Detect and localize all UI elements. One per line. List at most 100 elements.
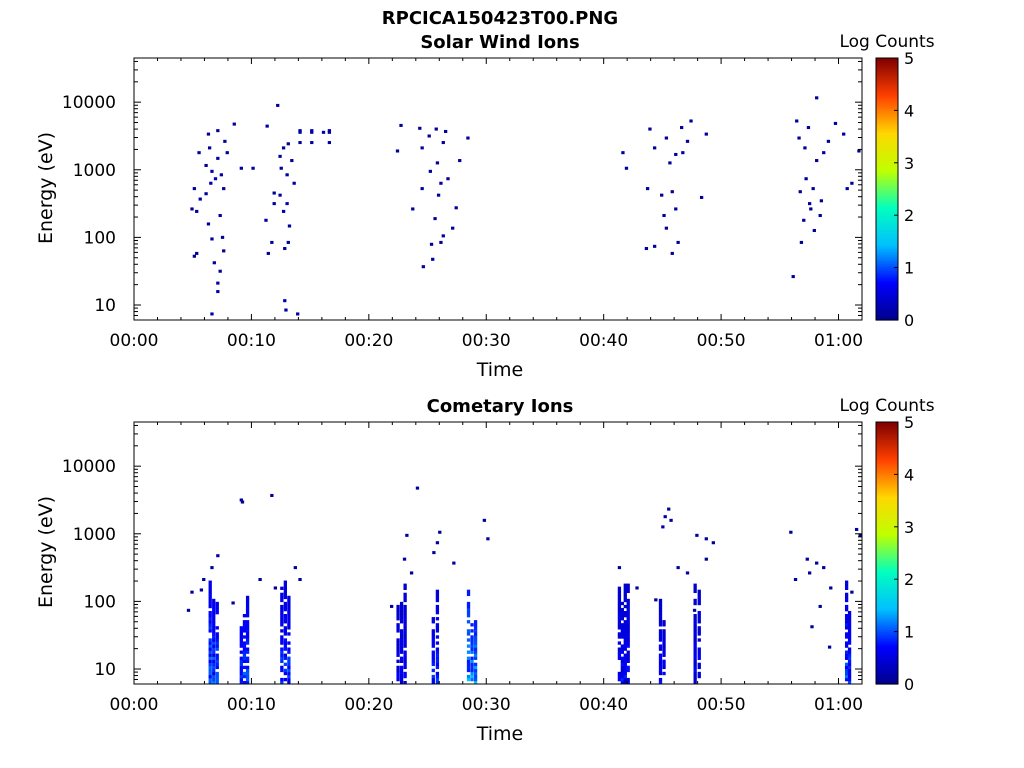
colorbar-segment: [876, 66, 898, 70]
heatmap-cell: [844, 650, 849, 654]
heatmap-cell: [431, 674, 435, 679]
heatmap-cell: [466, 607, 471, 612]
heatmap-cell: [283, 626, 287, 630]
heatmap-cell: [626, 665, 630, 670]
heatmap-cell: [443, 129, 448, 133]
heatmap-cell: [208, 647, 212, 651]
heatmap-cell: [435, 604, 440, 609]
heatmap-cell: [403, 604, 407, 609]
heatmap-cell: [620, 614, 624, 618]
heatmap-cell: [212, 656, 216, 660]
heatmap-cell: [658, 671, 663, 676]
heatmap-cell: [809, 207, 813, 211]
heatmap-cell: [704, 132, 708, 136]
heatmap-cell: [470, 629, 474, 633]
colorbar-segment: [876, 217, 898, 221]
colorbar-segment: [876, 424, 898, 427]
heatmap-cell: [847, 656, 852, 660]
heatmap-cell: [399, 650, 404, 654]
heatmap-cell: [208, 650, 212, 654]
heatmap-cell: [270, 493, 274, 497]
heatmap-cell: [626, 656, 630, 660]
heatmap-cell: [826, 139, 831, 143]
heatmap-cell: [396, 629, 400, 633]
heatmap-cell: [215, 656, 219, 660]
heatmap-cell: [287, 671, 291, 676]
heatmap-cell: [844, 623, 849, 627]
heatmap-cell: [818, 604, 822, 608]
heatmap-cell: [466, 677, 471, 682]
heatmap-cell: [431, 635, 435, 639]
colorbar-segment: [876, 171, 898, 175]
heatmap-cell: [473, 677, 478, 682]
colorbar-segment: [876, 261, 898, 264]
colorbar-segment: [876, 651, 898, 655]
colorbar-segment: [876, 631, 898, 635]
heatmap-cell: [403, 641, 407, 645]
colorbar-segment: [876, 439, 898, 443]
colorbar-segment: [876, 202, 898, 205]
colorbar-segment: [876, 496, 898, 500]
colorbar-segment: [876, 184, 898, 188]
heatmap-cell: [245, 650, 250, 654]
heatmap-cell: [204, 163, 208, 167]
heatmap-cell: [280, 653, 284, 657]
heatmap-cell: [212, 653, 216, 657]
heatmap-cell: [693, 586, 697, 590]
heatmap-cell: [697, 656, 701, 660]
heatmap-cell: [208, 589, 212, 594]
heatmap-cell: [403, 620, 407, 624]
heatmap-cell: [473, 671, 478, 676]
y-ticks-solar-wind: 10 100 1000 10000: [62, 60, 862, 321]
heatmap-cell: [219, 173, 224, 177]
heatmap-cell: [405, 533, 409, 537]
heatmap-cell: [245, 629, 250, 633]
heatmap-cell: [280, 592, 284, 597]
heatmap-cell: [662, 650, 666, 654]
heatmap-cell: [287, 674, 291, 679]
colorbar-segment: [876, 304, 898, 308]
heatmap-cell: [435, 665, 440, 670]
heatmap-cell: [283, 620, 287, 624]
colorbar-segment: [876, 154, 898, 157]
heatmap-cell: [208, 653, 212, 657]
panel-title-solar-wind: Solar Wind Ions: [420, 32, 579, 53]
heatmap-cell: [470, 656, 474, 660]
heatmap-cell: [399, 632, 404, 636]
heatmap-cell: [620, 607, 624, 612]
heatmap-cell: [658, 614, 663, 618]
heatmap-cell: [620, 629, 624, 633]
heatmap-cell: [287, 607, 291, 612]
heatmap-cell: [711, 541, 715, 545]
heatmap-cell: [435, 617, 440, 621]
heatmap-cell: [242, 620, 247, 624]
heatmap-cell: [847, 614, 852, 618]
colorbar-segment: [876, 535, 898, 539]
heatmap-cell: [795, 119, 799, 123]
heatmap-cell: [286, 240, 290, 244]
heatmap-cell: [435, 680, 440, 684]
colorbar-segment: [876, 138, 898, 142]
heatmap-cell: [215, 644, 219, 648]
heatmap-cell: [435, 592, 440, 597]
heatmap-cell: [212, 662, 216, 667]
colorbar-segment: [876, 276, 898, 280]
heatmap-cell: [206, 132, 211, 136]
heatmap-cell: [298, 141, 302, 145]
heatmap-cell: [403, 629, 407, 633]
heatmap-cell: [245, 601, 250, 606]
colorbar-segment: [876, 282, 898, 286]
heatmap-cell: [431, 668, 435, 673]
heatmap-cell: [280, 668, 284, 673]
heatmap-cell: [623, 610, 627, 615]
heatmap-cell: [847, 638, 852, 642]
heatmap-cell: [693, 662, 697, 667]
heatmap-cell: [208, 610, 212, 615]
y-axis-label-solar-wind: Energy (eV): [35, 132, 57, 244]
colorbar-segment: [876, 237, 898, 240]
heatmap-cell: [617, 598, 622, 603]
heatmap-cell: [699, 195, 704, 199]
heatmap-cell: [644, 247, 649, 251]
colorbar-segment: [876, 250, 898, 253]
heatmap-cell: [212, 632, 216, 636]
